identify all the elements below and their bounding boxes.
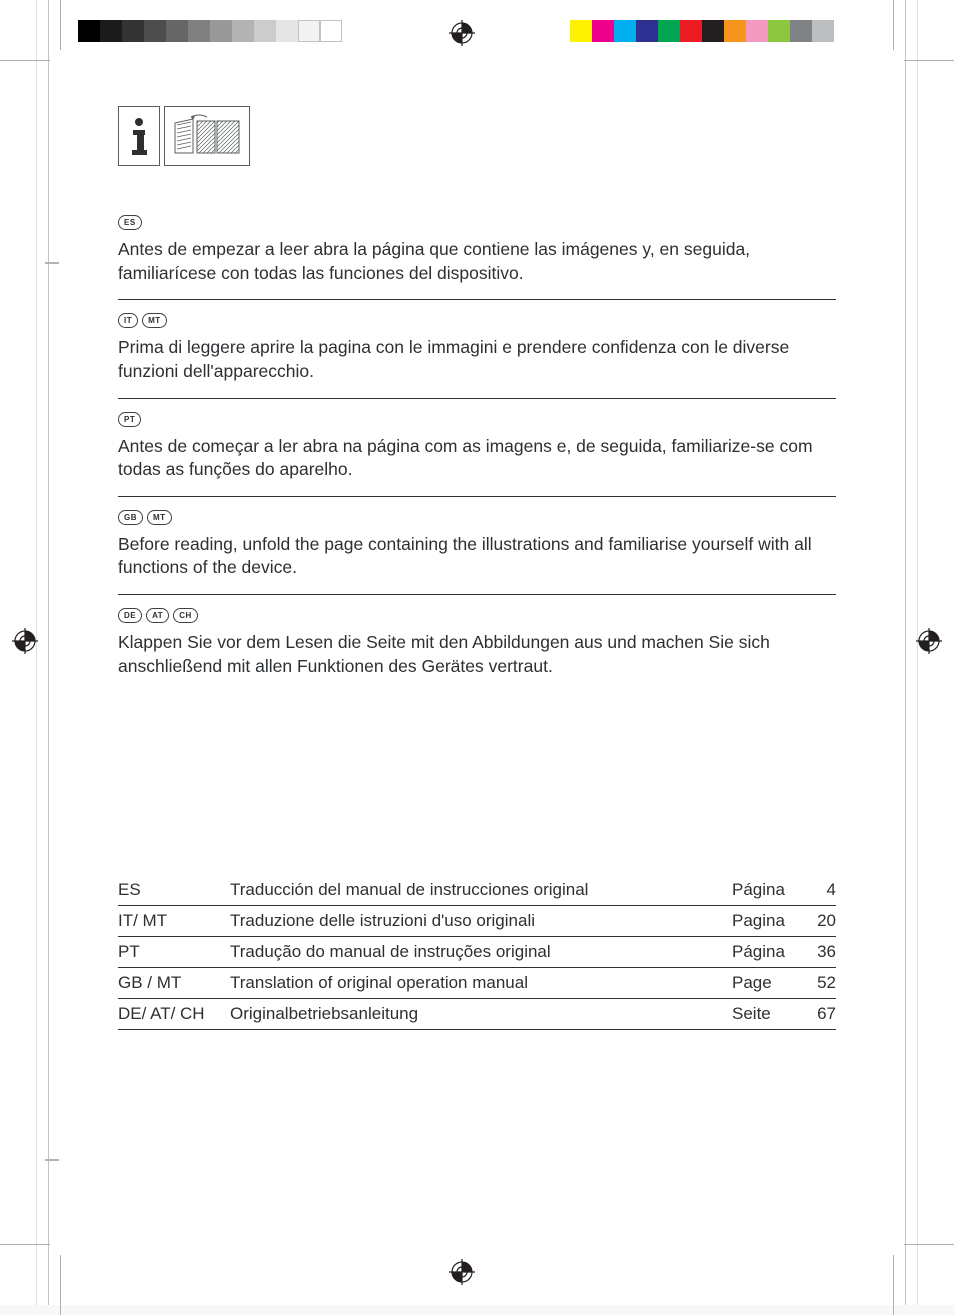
swatch xyxy=(636,20,658,42)
country-code-pill: GB xyxy=(118,510,143,525)
toc-page-number: 52 xyxy=(806,973,836,993)
swatch xyxy=(790,20,812,42)
swatch xyxy=(166,20,188,42)
swatch xyxy=(188,20,210,42)
toc-lang-code: ES xyxy=(118,880,230,900)
swatch xyxy=(680,20,702,42)
language-block: DE AT CH Klappen Sie vor dem Lesen die Seit… xyxy=(118,595,836,692)
toc-page-label: Page xyxy=(732,973,806,993)
country-code-row: PT xyxy=(118,409,836,427)
swatch xyxy=(768,20,790,42)
toc-title: Translation of original operation manual xyxy=(230,973,732,993)
color-swatch-bar xyxy=(570,20,834,42)
toc-row: GB / MTTranslation of original operation… xyxy=(118,968,836,999)
toc-lang-code: DE/ AT/ CH xyxy=(118,1004,230,1024)
swatch xyxy=(276,20,298,42)
swatch xyxy=(210,20,232,42)
swatch xyxy=(658,20,680,42)
registration-mark-icon xyxy=(12,628,38,654)
swatch xyxy=(100,20,122,42)
toc-page-label: Pagina xyxy=(732,911,806,931)
country-code-row: ES xyxy=(118,212,836,230)
toc-title: Traducción del manual de instrucciones o… xyxy=(230,880,732,900)
manual-page: ES Antes de empezar a leer abra la página… xyxy=(0,0,954,1305)
toc-page-number: 4 xyxy=(806,880,836,900)
swatch xyxy=(298,20,320,42)
toc-row: PTTradução do manual de instruções origi… xyxy=(118,937,836,968)
country-code-row: GB MT xyxy=(118,507,836,525)
swatch xyxy=(320,20,342,42)
country-code-pill: MT xyxy=(147,510,172,525)
toc-page-number: 67 xyxy=(806,1004,836,1024)
toc-title: Originalbetriebsanleitung xyxy=(230,1004,732,1024)
language-blocks: ES Antes de empezar a leer abra la página… xyxy=(118,212,836,692)
swatch xyxy=(254,20,276,42)
toc-page-label: Página xyxy=(732,880,806,900)
country-code-pill: PT xyxy=(118,412,141,427)
country-code-pill: ES xyxy=(118,215,142,230)
toc-row: DE/ AT/ CHOriginalbetriebsanleitungSeite… xyxy=(118,999,836,1030)
toc-row: IT/ MTTraduzione delle istruzioni d'uso … xyxy=(118,906,836,937)
language-block: ES Antes de empezar a leer abra la página… xyxy=(118,212,836,300)
toc-lang-code: GB / MT xyxy=(118,973,230,993)
registration-mark-icon xyxy=(449,20,475,46)
toc-lang-code: PT xyxy=(118,942,230,962)
registration-mark-icon xyxy=(916,628,942,654)
country-code-pill: DE xyxy=(118,608,142,623)
swatch xyxy=(724,20,746,42)
info-icon-row xyxy=(118,106,836,166)
content-area: ES Antes de empezar a leer abra la página… xyxy=(118,106,836,692)
swatch xyxy=(702,20,724,42)
swatch xyxy=(614,20,636,42)
instruction-text: Antes de empezar a leer abra la página q… xyxy=(118,238,836,285)
country-code-row: DE AT CH xyxy=(118,605,836,623)
language-block: GB MT Before reading, unfold the page cont… xyxy=(118,497,836,595)
instruction-text: Klappen Sie vor dem Lesen die Seite mit … xyxy=(118,631,836,678)
registration-mark-icon xyxy=(449,1259,475,1285)
language-block: IT MT Prima di leggere aprire la pagina co… xyxy=(118,300,836,398)
swatch xyxy=(746,20,768,42)
toc-title: Traduzione delle istruzioni d'uso origin… xyxy=(230,911,732,931)
swatch xyxy=(812,20,834,42)
country-code-row: IT MT xyxy=(118,310,836,328)
toc-title: Tradução do manual de instruções origina… xyxy=(230,942,732,962)
country-code-pill: AT xyxy=(146,608,169,623)
unfold-page-icon xyxy=(164,106,250,166)
swatch xyxy=(232,20,254,42)
toc-page-label: Página xyxy=(732,942,806,962)
instruction-text: Antes de começar a ler abra na página co… xyxy=(118,435,836,482)
swatch xyxy=(144,20,166,42)
instruction-text: Prima di leggere aprire la pagina con le… xyxy=(118,336,836,383)
toc-page-label: Seite xyxy=(732,1004,806,1024)
grayscale-swatch-bar xyxy=(78,20,342,42)
instruction-text: Before reading, unfold the page containi… xyxy=(118,533,836,580)
swatch xyxy=(122,20,144,42)
toc-page-number: 36 xyxy=(806,942,836,962)
country-code-pill: IT xyxy=(118,313,138,328)
country-code-pill: CH xyxy=(173,608,198,623)
swatch xyxy=(78,20,100,42)
language-block: PT Antes de começar a ler abra na página … xyxy=(118,399,836,497)
swatch xyxy=(570,20,592,42)
info-icon xyxy=(118,106,160,166)
toc-lang-code: IT/ MT xyxy=(118,911,230,931)
toc-page-number: 20 xyxy=(806,911,836,931)
swatch xyxy=(592,20,614,42)
toc-row: ESTraducción del manual de instrucciones… xyxy=(118,875,836,906)
table-of-contents: ESTraducción del manual de instrucciones… xyxy=(118,875,836,1030)
country-code-pill: MT xyxy=(142,313,167,328)
